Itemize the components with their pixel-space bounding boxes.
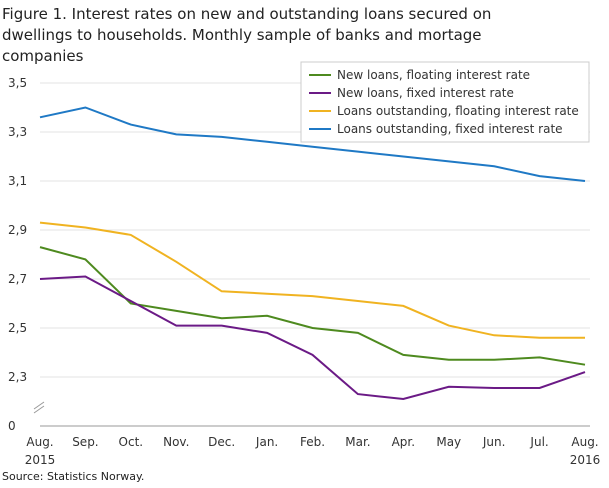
series-line [39, 246, 586, 366]
x-tick-label: Aug. 2015 [25, 435, 56, 467]
x-tick-label: Sep. [72, 435, 98, 449]
legend-label: Loans outstanding, fixed interest rate [337, 122, 563, 136]
legend-box [300, 61, 590, 143]
x-tick-label: Jan. [255, 435, 278, 449]
x-tick-label: May [436, 435, 461, 449]
axis-break [33, 401, 45, 414]
y-tick-label: 0 [8, 419, 16, 433]
y-tick-label: 2,7 [8, 272, 27, 286]
x-tick-label: Mar. [345, 435, 370, 449]
x-tick-label: Aug. 2016 [570, 435, 601, 467]
y-tick-label: 3,5 [8, 76, 27, 90]
y-tick-label: 2,5 [8, 321, 27, 335]
y-tick-label: 2,9 [8, 223, 27, 237]
x-tick-label: Feb. [300, 435, 325, 449]
series-line [39, 275, 586, 401]
series-line [39, 106, 586, 182]
y-tick-label: 3,1 [8, 174, 27, 188]
x-tick-label: Oct. [119, 435, 144, 449]
x-tick-label: Dec. [208, 435, 235, 449]
legend-label: Loans outstanding, floating interest rat… [337, 104, 579, 118]
source: Source: Statistics Norway. [2, 470, 145, 483]
chart-title: Figure 1. Interest rates on new and outs… [2, 5, 492, 65]
x-tick-label: Jul. [529, 435, 548, 449]
legend-label: New loans, floating interest rate [337, 68, 530, 82]
x-tick-label: Apr. [392, 435, 415, 449]
series-line [39, 221, 585, 339]
x-tick-label: Jun. [482, 435, 506, 449]
legend-label: New loans, fixed interest rate [337, 86, 514, 100]
y-tick-label: 3,3 [8, 125, 27, 139]
x-tick-label: Nov. [163, 435, 189, 449]
y-tick-label: 2,3 [8, 370, 27, 384]
